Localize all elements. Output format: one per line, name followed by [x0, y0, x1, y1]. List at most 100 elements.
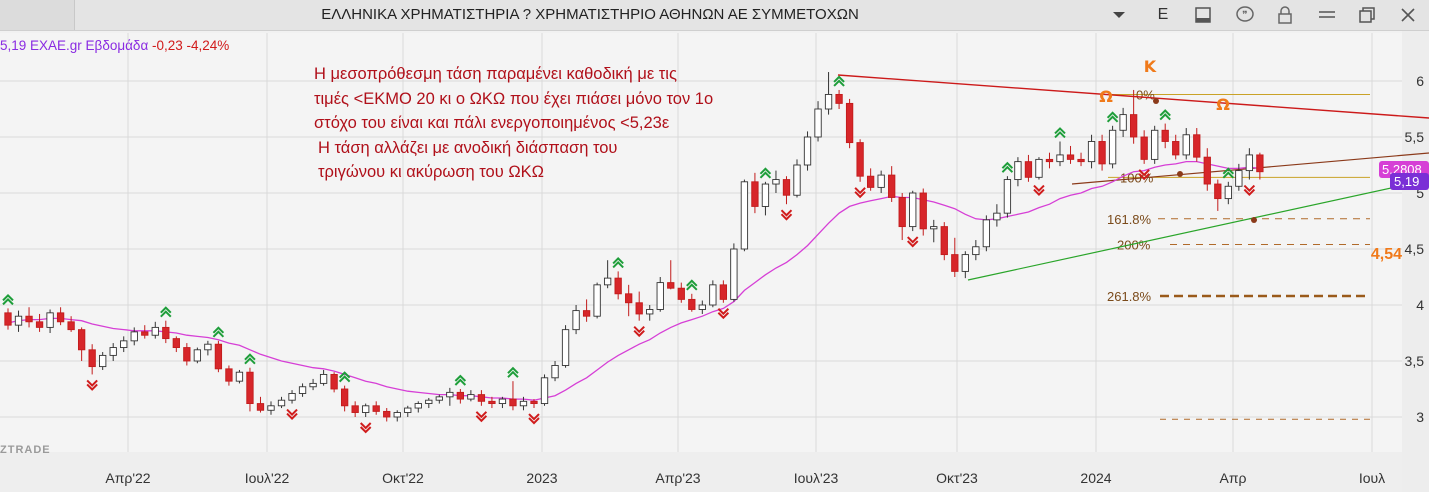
candle: [740, 179, 749, 252]
candle: [730, 243, 738, 302]
candle: [772, 170, 780, 193]
x-tick-label: Ιουλ'22: [245, 470, 290, 486]
candle: [1077, 152, 1085, 167]
candle: [1129, 89, 1138, 144]
candle-body: [530, 400, 538, 405]
restore-icon[interactable]: [1350, 0, 1384, 30]
note-line: Η τάση αλλάζει με ανοδική διάσπαση του: [318, 138, 618, 157]
comment-icon[interactable]: ❞: [1228, 0, 1262, 30]
candle-body: [99, 354, 107, 368]
candle-body: [940, 226, 948, 256]
price-tag-box: [1390, 173, 1429, 190]
note-line: τιμές <ΕΚΜΟ 20 κι ο ΩΚΩ που έχει πιάσει …: [314, 89, 714, 108]
candle-body: [183, 347, 191, 362]
x-tick-label: Απρ: [1220, 470, 1247, 486]
candle-body: [393, 412, 401, 418]
candle: [277, 396, 286, 409]
candle-body: [561, 329, 570, 366]
candle: [603, 260, 612, 289]
candle: [1245, 148, 1254, 180]
candle: [656, 277, 664, 312]
candle: [404, 405, 412, 417]
candle-body: [404, 407, 412, 413]
candle: [845, 98, 854, 149]
candle: [67, 316, 75, 332]
candle-body: [214, 343, 223, 370]
candle: [1172, 134, 1180, 160]
candle-body: [109, 347, 117, 356]
candle-body: [909, 192, 917, 228]
candle: [982, 215, 991, 252]
candle-body: [309, 382, 317, 388]
candle: [1024, 154, 1033, 182]
candle: [677, 282, 685, 303]
candle-body: [162, 326, 170, 340]
candle: [120, 336, 128, 353]
candle: [993, 204, 1001, 227]
minimize-icon[interactable]: [1310, 0, 1344, 30]
candle-body: [1108, 129, 1117, 165]
candle: [824, 72, 833, 115]
pattern-point: [1177, 171, 1183, 177]
fractal-down-marker: [717, 308, 730, 320]
candle: [561, 325, 570, 368]
candle: [814, 101, 822, 142]
close-icon[interactable]: [1391, 0, 1425, 30]
candle: [519, 396, 528, 411]
candle-body: [888, 174, 896, 198]
panel-icon[interactable]: [1186, 0, 1220, 30]
candle: [509, 381, 517, 411]
candle: [56, 307, 65, 326]
candle-body: [425, 399, 433, 405]
chevron-down-icon[interactable]: [1102, 0, 1136, 30]
candle-body: [172, 338, 180, 349]
candle-body: [751, 181, 759, 207]
fractal-down-marker: [475, 411, 488, 423]
fractal-up-marker: [686, 279, 698, 291]
fib-level-label: 200%: [1117, 238, 1151, 253]
candle-body: [593, 284, 601, 317]
candle-body: [383, 410, 391, 418]
candle: [1098, 134, 1106, 171]
x-tick-label: 2023: [526, 470, 557, 486]
candle: [1235, 163, 1243, 191]
candle-body: [603, 277, 612, 286]
fractal-down-marker: [1033, 184, 1045, 196]
fractal-down-marker: [528, 413, 540, 425]
candle: [1161, 123, 1169, 149]
fractal-up-marker: [1106, 111, 1119, 123]
candle: [477, 390, 486, 406]
lock-icon[interactable]: [1268, 0, 1302, 30]
candle: [530, 399, 538, 409]
e-button[interactable]: E: [1157, 6, 1169, 23]
candle-body: [993, 212, 1001, 221]
candle: [130, 327, 138, 346]
candle: [446, 387, 454, 406]
candle: [246, 367, 254, 412]
fractal-up-marker: [244, 353, 256, 365]
candle-body: [635, 302, 643, 315]
candle-body: [151, 326, 159, 336]
candle-body: [362, 405, 370, 413]
candle-body: [835, 93, 843, 104]
candle: [456, 389, 465, 404]
candle-body: [225, 368, 233, 382]
candle: [719, 280, 728, 303]
fractal-up-marker: [507, 366, 519, 378]
candle: [298, 383, 307, 397]
fractal-down-marker: [633, 325, 645, 338]
candle: [256, 396, 265, 413]
note-line: τριγώνου κι ακύρωση του ΩΚΩ: [318, 163, 545, 181]
candle-body: [467, 394, 475, 400]
candle: [77, 327, 86, 361]
candle-body: [972, 246, 980, 256]
candle: [288, 390, 296, 404]
candle: [383, 408, 391, 422]
candle-body: [1161, 129, 1169, 142]
candle: [1182, 128, 1190, 160]
candle-body: [351, 405, 359, 413]
candle-body: [1235, 170, 1243, 187]
window-title: ΕΛΛΗΝΙΚΑ ΧΡΗΜΑΤΙΣΤΗΡΙΑ ? ΧΡΗΜΑΤΙΣΤΗΡΙΟ Α…: [321, 6, 859, 23]
y-tick-label: 5: [1416, 185, 1424, 201]
price-chart[interactable]: 3 3,5 4 4,5 5 5,5 6 Απρ'22 Ιουλ'22 Οκτ'22 2023 Απρ'…: [0, 31, 1429, 492]
